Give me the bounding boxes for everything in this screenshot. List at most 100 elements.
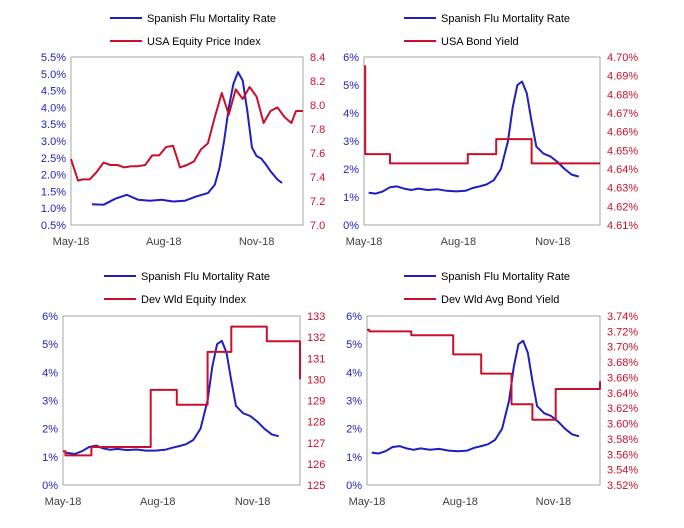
right-axis-tick-label: 4.63% (607, 183, 638, 195)
right-axis-tick-label: 3.56% (607, 449, 638, 461)
left-axis-tick-label: 6% (346, 311, 362, 323)
left-axis-tick-label: 2% (343, 164, 359, 176)
right-axis-tick-label: 129 (307, 396, 325, 408)
flu-mortality-line (65, 339, 279, 455)
right-axis-tick-label: 4.62% (607, 201, 638, 213)
right-axis-tick-label: 4.68% (607, 89, 638, 101)
chart-panel-4: Spanish Flu Mortality Rate Dev Wld Avg Bo… (346, 271, 638, 508)
flu-mortality-line (368, 80, 580, 195)
plot-frame (363, 56, 601, 226)
right-axis-tick-label: 3.70% (607, 342, 638, 354)
left-axis-tick-label: 1.5% (41, 186, 66, 198)
left-axis-tick-label: 1% (346, 452, 362, 464)
left-axis-tick-label: 2% (42, 424, 58, 436)
left-axis-tick-label: 3% (346, 396, 362, 408)
left-axis-tick-label: 2.0% (41, 170, 66, 182)
left-axis-tick-label: 4% (42, 367, 58, 379)
legend-label: Spanish Flu Mortality Rate (141, 271, 270, 283)
x-axis-tick-label: May-18 (349, 496, 386, 508)
right-axis-tick-label: 8.4 (310, 52, 325, 64)
right-axis-tick-label: 128 (307, 417, 325, 429)
x-axis-tick-label: Nov-18 (235, 496, 270, 508)
right-axis-tick-label: 7.6 (310, 148, 325, 160)
right-axis-tick-label: 3.60% (607, 419, 638, 431)
market-series-line (364, 65, 600, 165)
left-axis-tick-label: 3.0% (41, 136, 66, 148)
right-axis-tick-label: 4.66% (607, 127, 638, 139)
left-axis-tick-label: 6% (343, 52, 359, 64)
left-axis-tick-label: 0.5% (41, 220, 66, 232)
right-axis-tick-label: 4.67% (607, 108, 638, 120)
left-axis-tick-label: 3% (42, 396, 58, 408)
legend-label: Spanish Flu Mortality Rate (441, 13, 570, 25)
right-axis-tick-label: 3.66% (607, 372, 638, 384)
right-axis-tick-label: 3.62% (607, 403, 638, 415)
right-axis-tick-label: 7.8 (310, 124, 325, 136)
left-axis-tick-label: 5% (343, 80, 359, 92)
x-axis-tick-label: May-18 (53, 236, 90, 248)
left-axis-tick-label: 4% (346, 367, 362, 379)
right-axis-tick-label: 4.61% (607, 220, 638, 232)
plot-frame (70, 56, 304, 226)
right-axis-tick-label: 133 (307, 311, 325, 323)
market-series-line (367, 328, 601, 421)
right-axis-tick-label: 4.69% (607, 71, 638, 83)
right-axis-tick-label: 131 (307, 353, 325, 365)
right-axis-tick-label: 7.4 (310, 172, 325, 184)
left-axis-tick-label: 0% (42, 480, 58, 492)
left-axis-tick-label: 5% (346, 339, 362, 351)
left-axis-tick-label: 4.0% (41, 102, 66, 114)
left-axis-tick-label: 1.0% (41, 203, 66, 215)
legend-label: Dev Wld Equity Index (141, 294, 247, 306)
market-series-line (70, 86, 303, 182)
flu-mortality-line (371, 339, 580, 455)
legend-label: Spanish Flu Mortality Rate (147, 13, 276, 25)
right-axis-tick-label: 3.52% (607, 480, 638, 492)
right-axis-tick-label: 3.64% (607, 388, 638, 400)
left-axis-tick-label: 2% (346, 424, 362, 436)
plot-frame (366, 315, 601, 486)
x-axis-tick-label: May-18 (346, 236, 383, 248)
right-axis-tick-label: 4.65% (607, 145, 638, 157)
legend-label: Dev Wld Avg Bond Yield (441, 294, 559, 306)
left-axis-tick-label: 5.5% (41, 52, 66, 64)
x-axis-tick-label: Aug-18 (441, 236, 476, 248)
legend-label: Spanish Flu Mortality Rate (441, 271, 570, 283)
left-axis-tick-label: 2.5% (41, 153, 66, 165)
right-axis-tick-label: 3.58% (607, 434, 638, 446)
x-axis-tick-label: Aug-18 (442, 496, 477, 508)
right-axis-tick-label: 4.70% (607, 52, 638, 64)
right-axis-tick-label: 4.64% (607, 164, 638, 176)
x-axis-tick-label: Nov-18 (535, 236, 570, 248)
right-axis-tick-label: 125 (307, 480, 325, 492)
left-axis-tick-label: 0% (346, 480, 362, 492)
left-axis-tick-label: 0% (343, 220, 359, 232)
flu-mortality-line (91, 71, 283, 206)
right-axis-tick-label: 3.54% (607, 465, 638, 477)
chart-panel-1: Spanish Flu Mortality Rate USA Equity Pri… (41, 13, 325, 248)
x-axis-tick-label: Nov-18 (239, 236, 274, 248)
right-axis-tick-label: 3.68% (607, 357, 638, 369)
chart-panel-2: Spanish Flu Mortality Rate USA Bond Yield… (343, 13, 638, 248)
market-series-line (63, 325, 301, 457)
left-axis-tick-label: 4.5% (41, 86, 66, 98)
right-axis-tick-label: 8.0 (310, 100, 325, 112)
left-axis-tick-label: 5.0% (41, 69, 66, 81)
right-axis-tick-label: 126 (307, 459, 325, 471)
right-axis-tick-label: 3.74% (607, 311, 638, 323)
legend-label: USA Bond Yield (441, 36, 519, 48)
x-axis-tick-label: Nov-18 (536, 496, 571, 508)
left-axis-tick-label: 4% (343, 108, 359, 120)
left-axis-tick-label: 6% (42, 311, 58, 323)
right-axis-tick-label: 3.72% (607, 326, 638, 338)
right-axis-tick-label: 132 (307, 332, 325, 344)
legend-label: USA Equity Price Index (147, 36, 261, 48)
left-axis-tick-label: 3% (343, 136, 359, 148)
left-axis-tick-label: 1% (343, 192, 359, 204)
chart-panel-3: Spanish Flu Mortality Rate Dev Wld Equity… (42, 271, 325, 508)
left-axis-tick-label: 5% (42, 339, 58, 351)
left-axis-tick-label: 3.5% (41, 119, 66, 131)
right-axis-tick-label: 127 (307, 438, 325, 450)
plot-frame (62, 315, 301, 486)
